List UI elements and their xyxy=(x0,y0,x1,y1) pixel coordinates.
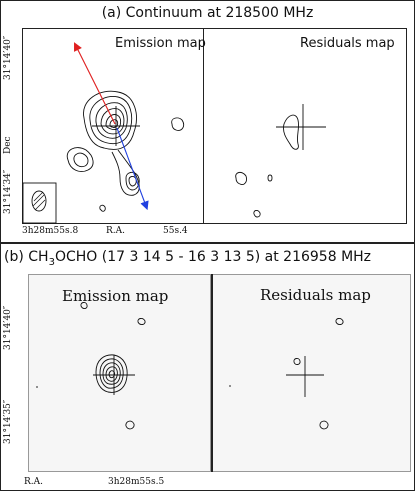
panel-b-title: (b) CH3OCHO (17 3 14 5 - 16 3 13 5) at 2… xyxy=(4,249,371,268)
panel-a-title: (a) Continuum at 218500 MHz xyxy=(101,5,314,21)
panel-b-ra-tick: 3h28m55s.5 xyxy=(108,477,165,487)
panel-b-residuals-map xyxy=(211,274,411,472)
panel-a-residual-contours xyxy=(235,104,326,218)
panel-b-residuals-label: Residuals map xyxy=(260,286,371,304)
panel-a-residuals-map xyxy=(203,28,407,224)
panel-b-emission-map xyxy=(28,274,211,472)
panel-b-ra-axis: R.A. xyxy=(24,477,43,487)
panel-b-title-prefix: (b) CH xyxy=(4,249,49,265)
panel-a-ra-axis: R.A. xyxy=(106,226,125,236)
panel-b-emission-label: Emission map xyxy=(62,287,169,305)
panel-b-title-rest: OCHO (17 3 14 5 - 16 3 13 5) at 216958 M… xyxy=(54,249,372,265)
panel-a-ra-tick-left: 3h28m55s.8 xyxy=(22,226,79,236)
panel-a-emission-label: Emission map xyxy=(115,36,206,51)
panel-b-divider xyxy=(211,274,213,472)
panel-a-emission-contours xyxy=(22,42,185,224)
panel-a-ra-tick-right: 55s.4 xyxy=(163,226,188,236)
panel-b-title-sub: 3 xyxy=(48,256,55,268)
panel-a-residuals-label: Residuals map xyxy=(300,36,395,51)
